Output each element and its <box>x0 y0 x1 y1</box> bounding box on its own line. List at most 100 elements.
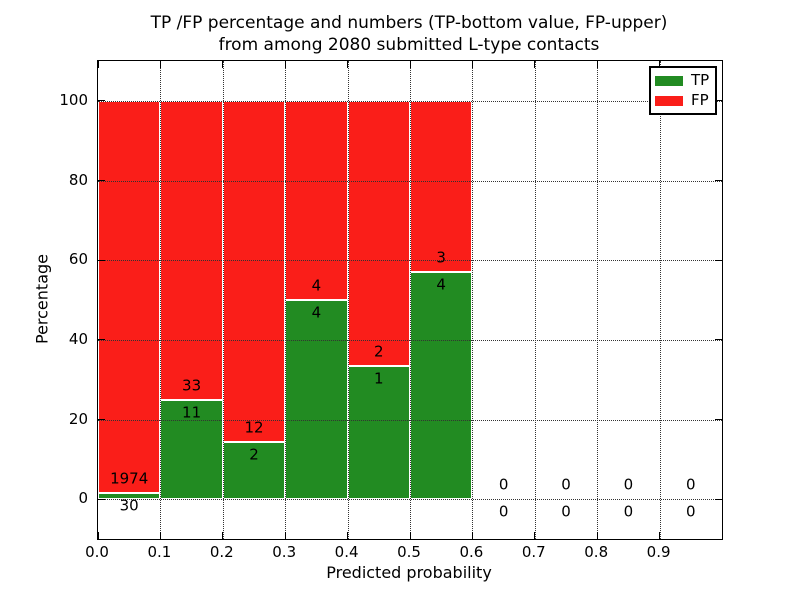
fp-count-label: 33 <box>182 376 202 395</box>
tp-count-label: 11 <box>182 403 202 422</box>
y-tick-mark-left <box>98 180 105 181</box>
x-tick-mark-bottom <box>534 532 536 539</box>
y-tick-mark-left <box>98 259 105 261</box>
y-tick-label: 60 <box>68 250 88 269</box>
fp-count-label: 0 <box>561 475 571 494</box>
gridline-vertical <box>410 61 411 539</box>
gridline-vertical <box>222 61 224 539</box>
x-tick-label: 0.1 <box>147 543 172 561</box>
legend-swatch-tp-icon <box>655 75 683 86</box>
x-tick-mark-top <box>471 61 473 68</box>
gridline-vertical <box>597 61 599 539</box>
y-tick-mark-left <box>98 498 105 500</box>
x-tick-label: 0.2 <box>209 543 234 561</box>
x-tick-mark-bottom <box>721 532 723 539</box>
fp-count-label: 2 <box>374 342 384 361</box>
legend-item-tp: TP <box>655 73 710 88</box>
y-tick-mark-right <box>715 180 722 181</box>
fp-count-label: 0 <box>623 475 634 494</box>
x-tick-mark-top <box>596 61 598 68</box>
x-tick-mark-bottom <box>659 532 661 539</box>
x-tick-label: 0.8 <box>584 543 609 561</box>
tp-count-label: 1 <box>374 369 384 388</box>
fp-count-label: 3 <box>436 248 446 267</box>
fp-count-label: 4 <box>311 276 322 295</box>
x-tick-label: 0.3 <box>272 543 297 561</box>
x-tick-mark-bottom <box>596 532 598 539</box>
x-tick-label: 0.0 <box>85 543 109 561</box>
y-tick-mark-left <box>98 100 105 102</box>
tp-count-label: 0 <box>498 502 509 521</box>
bar-segment-tp <box>347 366 410 500</box>
bar-segment-tp <box>410 271 473 500</box>
gridline-vertical <box>472 61 474 539</box>
x-tick-mark-bottom <box>159 532 161 539</box>
bar-segment-tp <box>160 399 223 500</box>
y-tick-label: 100 <box>59 90 88 109</box>
chart-title-line1: TP /FP percentage and numbers (TP-bottom… <box>150 13 668 33</box>
x-tick-mark-top <box>534 61 536 68</box>
legend-label-tp: TP <box>691 71 710 89</box>
x-axis-label: Predicted probability <box>326 563 492 582</box>
y-tick-label: 20 <box>68 409 88 428</box>
tp-count-label: 0 <box>623 502 634 521</box>
tp-count-label: 0 <box>686 502 696 521</box>
bar-segment-tp <box>98 493 161 500</box>
legend-item-fp: FP <box>655 93 710 108</box>
plot-area: TP FP 1974 30 33 11 12 2 4 4 2 1 3 4 0 0 0 0 0 0 0 0 <box>97 60 723 540</box>
x-tick-mark-bottom <box>409 532 411 539</box>
gridline-vertical <box>347 61 349 539</box>
y-tick-mark-right <box>715 419 722 420</box>
legend-label-fp: FP <box>691 91 709 109</box>
y-tick-mark-right <box>715 100 722 102</box>
gridline-vertical <box>534 61 536 539</box>
tp-count-label: 4 <box>311 303 322 322</box>
fp-count-label: 12 <box>244 418 264 437</box>
x-tick-mark-bottom <box>347 532 349 539</box>
y-tick-label: 40 <box>68 329 88 348</box>
x-tick-mark-top <box>347 61 349 68</box>
y-tick-mark-right <box>715 498 722 500</box>
x-tick-mark-top <box>159 61 161 68</box>
bar-segment-fp <box>285 100 348 300</box>
y-tick-label: 0 <box>78 489 88 508</box>
x-tick-label: 0.6 <box>459 543 484 561</box>
tp-count-label: 4 <box>436 275 446 294</box>
x-tick-label: 0.5 <box>397 543 421 561</box>
legend: TP FP <box>649 66 717 115</box>
x-tick-mark-top <box>284 61 286 68</box>
y-tick-mark-right <box>715 339 722 341</box>
x-tick-mark-top <box>721 61 723 68</box>
fp-count-label: 0 <box>686 475 696 494</box>
bar-segment-fp <box>98 100 161 494</box>
x-tick-mark-top <box>409 61 411 68</box>
fp-count-label: 1974 <box>110 469 149 488</box>
chart-title: TP /FP percentage and numbers (TP-bottom… <box>97 12 721 56</box>
x-tick-mark-top <box>659 61 661 68</box>
y-tick-label: 80 <box>68 170 88 189</box>
tp-count-label: 2 <box>249 445 259 464</box>
tp-count-label: 0 <box>561 502 571 521</box>
y-tick-mark-left <box>98 339 105 341</box>
y-tick-mark-right <box>715 259 722 261</box>
y-tick-mark-left <box>98 419 105 420</box>
gridline-vertical <box>659 61 661 539</box>
chart-title-line2: from among 2080 submitted L-type contact… <box>218 35 600 55</box>
fp-count-label: 0 <box>498 475 509 494</box>
x-tick-mark-bottom <box>222 532 224 539</box>
gridline-vertical <box>285 61 287 539</box>
x-tick-mark-bottom <box>471 532 473 539</box>
x-tick-mark-top <box>222 61 224 68</box>
tp-count-label: 30 <box>119 496 139 515</box>
x-tick-mark-bottom <box>284 532 286 539</box>
x-tick-label: 0.9 <box>646 543 671 561</box>
bar-segment-fp <box>347 100 410 367</box>
x-tick-label: 0.7 <box>521 543 546 561</box>
x-tick-mark-top <box>97 61 99 68</box>
gridline-vertical <box>160 61 162 539</box>
x-tick-mark-bottom <box>97 532 99 539</box>
bar-segment-fp <box>410 100 473 272</box>
legend-swatch-fp-icon <box>655 95 683 106</box>
bar-segment-fp <box>222 100 286 443</box>
